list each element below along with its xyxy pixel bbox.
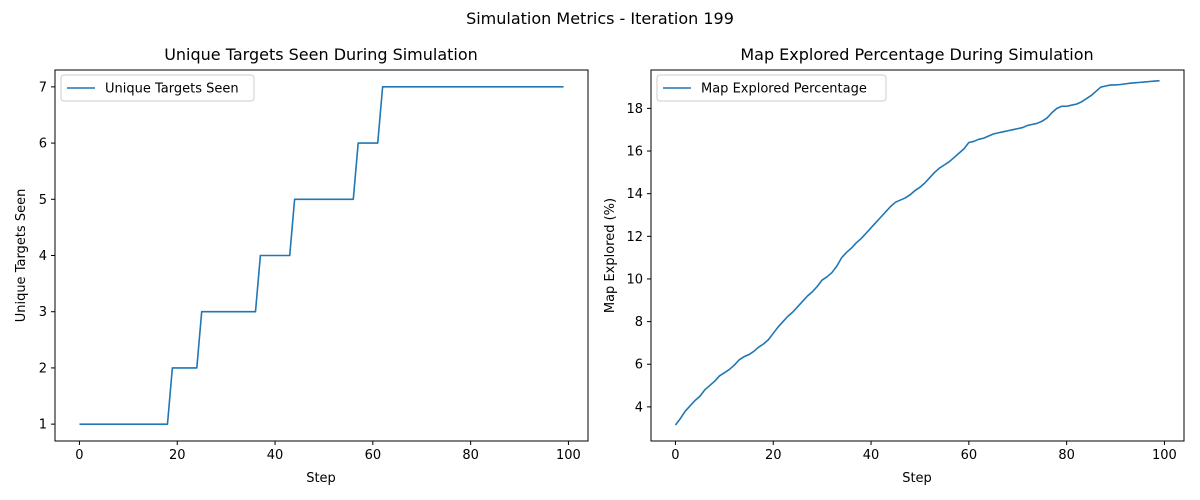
- chart-right-title: Map Explored Percentage During Simulatio…: [740, 45, 1093, 64]
- figure-suptitle: Simulation Metrics - Iteration 199: [466, 9, 734, 28]
- chart-right-ylabel: Map Explored (%): [603, 198, 618, 313]
- chart-right-legend-box: [656, 74, 887, 102]
- chart-left: Unique Targets Seen During Simulation 0 2…: [14, 45, 589, 486]
- x-tick-label: 0: [671, 448, 679, 463]
- x-tick-label: 100: [1152, 448, 1177, 463]
- y-tick-label: 14: [626, 187, 643, 202]
- x-tick-label: 60: [365, 448, 382, 463]
- x-tick-label: 40: [863, 448, 880, 463]
- x-tick-label: 80: [462, 448, 479, 463]
- chart-right: Map Explored Percentage During Simulatio…: [603, 45, 1185, 486]
- y-tick-label: 7: [39, 80, 47, 95]
- y-tick-label: 6: [39, 137, 47, 152]
- chart-left-legend-label: Unique Targets Seen: [105, 82, 239, 97]
- y-tick-label: 8: [635, 315, 643, 330]
- chart-right-legend: Map Explored Percentage: [656, 74, 887, 102]
- y-tick-label: 3: [39, 305, 47, 320]
- chart-right-axes-frame: [650, 69, 1185, 442]
- y-tick-label: 6: [635, 358, 643, 373]
- y-tick-label: 4: [39, 249, 47, 264]
- series-line: [674, 79, 1160, 426]
- y-tick-label: 2: [39, 361, 47, 376]
- chart-right-ticks: 0 20 40 60 80 100 4 6 8 10 12 14 16 18: [626, 102, 1176, 463]
- y-tick-label: 16: [626, 145, 643, 160]
- x-tick-label: 20: [169, 448, 186, 463]
- chart-left-legend-box: [60, 74, 255, 102]
- x-tick-label: 40: [267, 448, 284, 463]
- x-tick-label: 0: [75, 448, 83, 463]
- x-tick-label: 80: [1058, 448, 1075, 463]
- chart-right-legend-label: Map Explored Percentage: [701, 82, 867, 97]
- chart-left-axes-frame: [54, 69, 589, 442]
- chart-left-ylabel: Unique Targets Seen: [14, 189, 29, 323]
- chart-left-xlabel: Step: [306, 471, 336, 486]
- y-tick-label: 10: [626, 272, 643, 287]
- series-line: [79, 86, 564, 425]
- y-tick-label: 4: [635, 400, 643, 415]
- chart-right-series: [674, 79, 1160, 426]
- y-tick-label: 12: [626, 230, 643, 245]
- chart-left-ticks: 0 20 40 60 80 100 1 2 3 4 5 6 7: [39, 80, 581, 463]
- chart-left-series: [79, 86, 564, 425]
- chart-left-title: Unique Targets Seen During Simulation: [164, 45, 478, 64]
- x-tick-label: 20: [765, 448, 782, 463]
- y-tick-label: 5: [39, 193, 47, 208]
- chart-right-xlabel: Step: [902, 471, 932, 486]
- chart-left-legend: Unique Targets Seen: [60, 74, 255, 102]
- x-tick-label: 60: [961, 448, 978, 463]
- y-tick-label: 1: [39, 418, 47, 433]
- x-tick-label: 100: [556, 448, 581, 463]
- y-tick-label: 18: [626, 102, 643, 117]
